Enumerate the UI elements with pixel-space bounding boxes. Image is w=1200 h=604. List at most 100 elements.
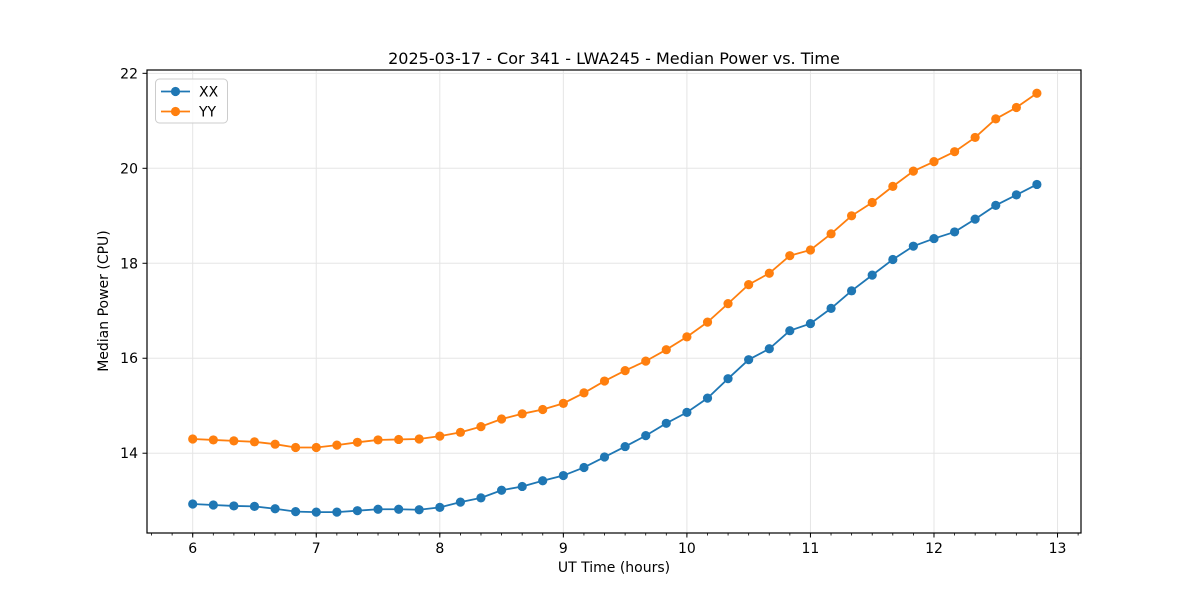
data-point-yy (805, 245, 816, 255)
data-point-xx (229, 501, 239, 511)
series-layer (188, 88, 1042, 517)
data-point-xx (311, 507, 321, 517)
data-point-yy (1011, 102, 1021, 113)
data-point-yy (435, 431, 445, 441)
data-point-yy (846, 211, 857, 221)
data-point-xx (991, 200, 1001, 210)
data-point-yy (682, 332, 692, 342)
axes: 6 7 8 9 10 11 12 13 14 16 18 20 22 (120, 66, 1082, 557)
legend-item-yy: YY (161, 105, 217, 121)
data-point-yy (702, 317, 713, 327)
data-point-xx (661, 418, 671, 428)
data-point-yy (661, 345, 671, 355)
data-point-xx (682, 407, 692, 417)
data-point-xx (641, 431, 651, 441)
grid-lines (147, 70, 1081, 533)
data-point-yy (599, 376, 610, 386)
legend-item-xx: XX (161, 85, 219, 101)
data-point-yy (929, 157, 939, 167)
data-point-yy (723, 299, 733, 309)
data-point-yy (558, 398, 568, 408)
legend-label-yy: YY (198, 105, 217, 121)
data-point-yy (950, 147, 960, 157)
data-point-yy (414, 434, 424, 444)
data-point-yy (538, 404, 548, 415)
data-point-xx (867, 270, 877, 280)
x-tick-label: 6 (188, 541, 197, 557)
data-point-xx (723, 374, 733, 384)
y-tick-label: 22 (120, 66, 138, 82)
data-point-xx (1032, 179, 1042, 190)
x-tick-label: 11 (802, 541, 820, 557)
x-tick-label: 10 (678, 541, 696, 557)
data-point-yy (641, 356, 651, 366)
data-point-yy (208, 435, 218, 445)
data-point-xx (291, 507, 301, 517)
data-point-xx (394, 504, 404, 514)
data-point-xx (908, 241, 918, 251)
data-point-yy (455, 427, 466, 437)
series-line-yy (192, 92, 1038, 449)
data-point-yy (311, 442, 321, 453)
chart-title: 2025-03-17 - Cor 341 - LWA245 - Median P… (388, 49, 840, 68)
x-tick-label: 7 (312, 541, 321, 557)
data-point-xx (599, 452, 610, 462)
data-point-yy (249, 437, 260, 447)
data-point-xx (249, 501, 260, 512)
y-tick-label: 16 (120, 351, 138, 367)
x-axis-label: UT Time (hours) (558, 560, 670, 576)
data-point-xx (846, 286, 857, 296)
data-point-xx (558, 470, 568, 481)
data-point-yy (826, 229, 836, 239)
data-point-yy (991, 114, 1001, 124)
plot-border (146, 69, 1082, 534)
data-point-yy (579, 388, 589, 398)
data-point-xx (414, 505, 424, 515)
data-point-xx (888, 254, 898, 265)
y-tick-label: 14 (120, 446, 138, 462)
data-point-yy (867, 197, 877, 208)
data-point-xx (620, 441, 630, 452)
data-point-yy (394, 434, 404, 445)
data-point-xx (435, 502, 445, 512)
data-point-yy (764, 268, 774, 278)
data-point-xx (373, 504, 383, 514)
data-point-xx (188, 499, 198, 509)
data-point-yy (970, 132, 980, 143)
data-point-yy (620, 365, 630, 376)
data-point-yy (332, 440, 342, 450)
data-point-xx (270, 504, 280, 514)
data-point-yy (888, 181, 898, 191)
data-point-yy (785, 251, 795, 261)
data-point-xx (1011, 190, 1021, 200)
series-xx (188, 179, 1042, 517)
data-point-xx (702, 393, 713, 403)
data-point-xx (970, 214, 980, 224)
data-point-yy (188, 434, 198, 444)
legend-label-xx: XX (199, 85, 219, 101)
data-point-xx (352, 506, 362, 516)
data-point-xx (455, 497, 466, 507)
data-point-yy (291, 442, 301, 453)
legend-marker-yy (170, 106, 181, 117)
data-point-yy (908, 166, 918, 176)
data-point-yy (229, 436, 239, 446)
x-tick-label: 12 (925, 541, 943, 557)
x-tick-label: 13 (1049, 541, 1067, 557)
data-point-xx (517, 481, 527, 492)
data-point-xx (785, 326, 795, 336)
data-point-xx (744, 355, 754, 365)
data-point-xx (826, 303, 836, 313)
data-point-yy (476, 422, 486, 432)
data-point-yy (517, 409, 527, 419)
data-point-xx (332, 507, 342, 517)
data-point-yy (496, 414, 507, 424)
data-point-xx (764, 344, 774, 354)
data-point-yy (373, 435, 383, 445)
data-point-yy (270, 439, 280, 449)
data-point-xx (805, 318, 816, 329)
data-point-xx (538, 476, 548, 486)
y-tick-label: 20 (120, 161, 138, 177)
